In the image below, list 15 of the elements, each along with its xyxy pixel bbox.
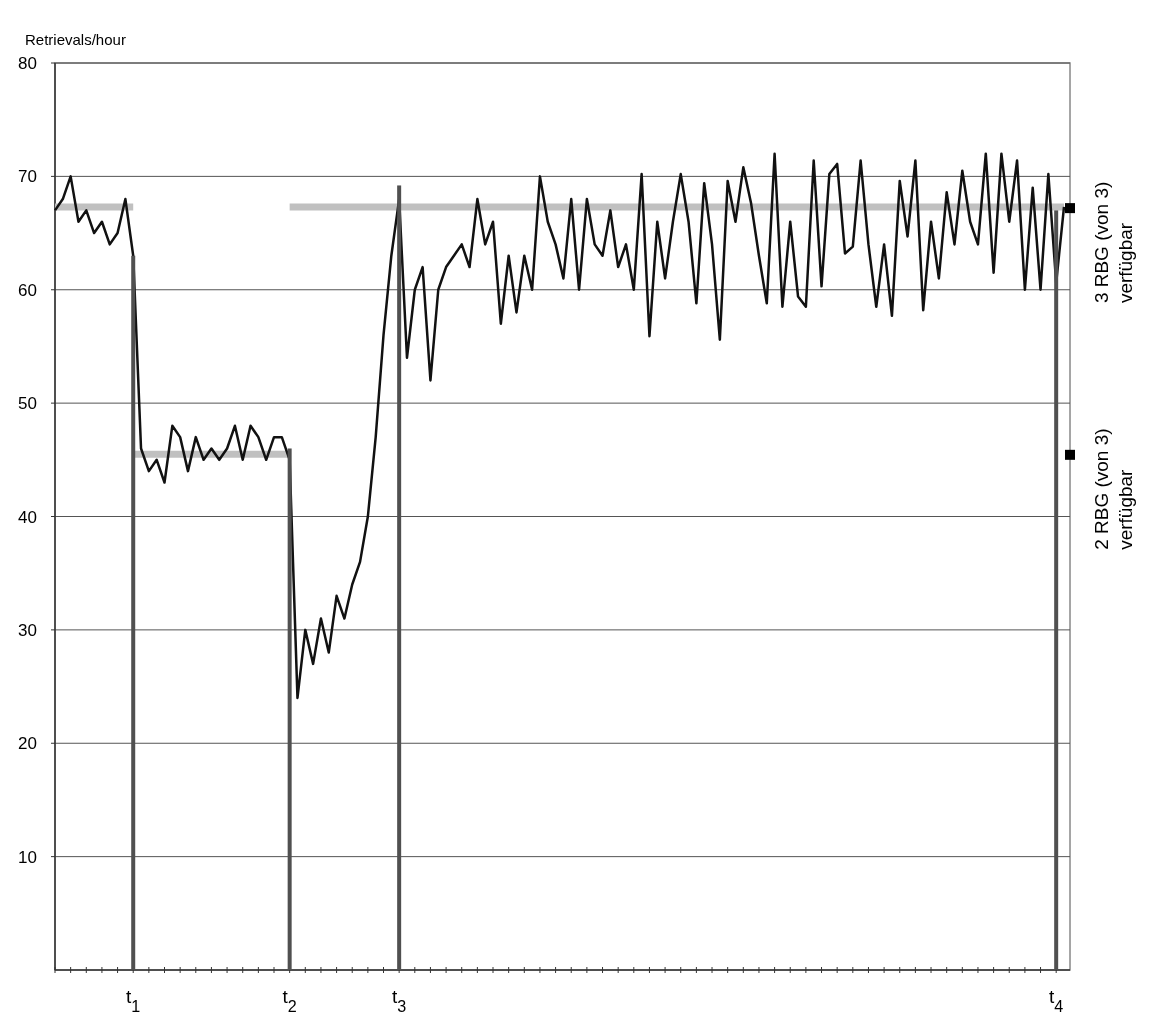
text: 2 RBG (von 3) verfügbar (1091, 428, 1136, 550)
y-tick-label: 80 (18, 54, 37, 73)
y-tick-label: 60 (18, 280, 37, 300)
y-tick-label: 30 (18, 620, 37, 640)
y-tick-label: 20 (18, 734, 37, 754)
y-tick-label: 10 (18, 847, 37, 867)
x-tick-label: t$_{1}$ (126, 986, 141, 1014)
text: 3 RBG (von 3) verfügbar (1091, 181, 1136, 304)
y-axis-title: Retrievals/hour (25, 31, 126, 48)
y-tick-label: 70 (18, 167, 37, 187)
y-tick-label: 40 (18, 507, 37, 527)
x-tick-label: t$_{4}$ (1049, 986, 1064, 1014)
x-tick-label: t$_{2}$ (282, 986, 297, 1014)
x-tick-label: t$_{3}$ (392, 986, 407, 1014)
y-tick-label: 50 (18, 394, 37, 414)
